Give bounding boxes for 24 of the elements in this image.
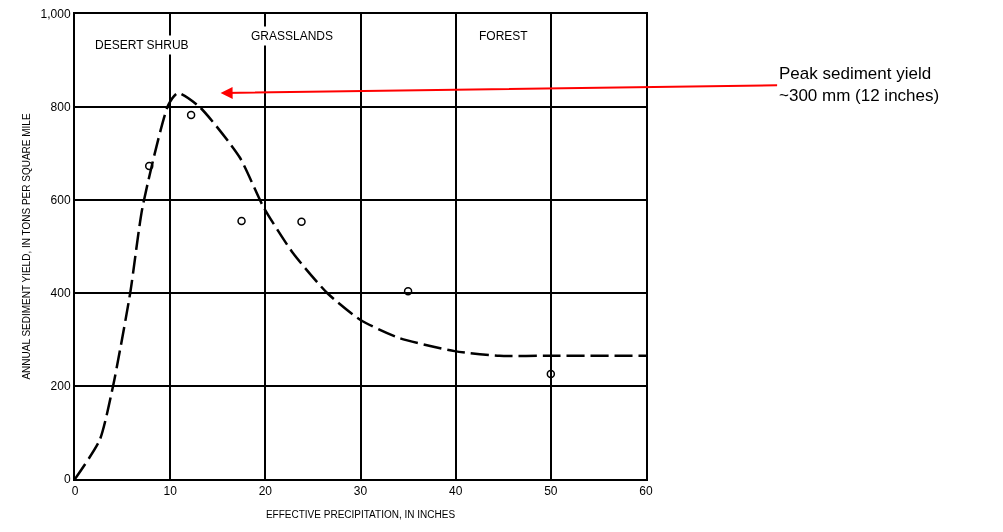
y-tick-label: 600 (50, 193, 71, 208)
y-axis-title: ANNUAL SEDIMENT YIELD, IN TONS PER SQUARE MILE (21, 113, 33, 380)
annotation: DESERT SHRUB (95, 38, 189, 52)
text: Peak sediment yield ~300 mm (12 inches) (779, 64, 940, 106)
x-tick-label: 40 (448, 484, 463, 499)
y-tick-label: 800 (50, 100, 71, 115)
x-tick-label: 20 (258, 484, 273, 499)
point (297, 217, 306, 227)
y-tick-label: 1,000 (40, 7, 71, 22)
y-tick-label: 200 (50, 379, 71, 394)
point (186, 110, 196, 120)
x-tick-label: 30 (353, 484, 368, 499)
x-tick-label: 10 (163, 484, 178, 499)
x-tick-label: 50 (544, 484, 558, 499)
point (144, 161, 154, 171)
y-tick-label: 400 (50, 286, 71, 301)
x-axis-title: EFFECTIVE PRECIPITATION, IN INCHES (265, 509, 456, 521)
point (403, 286, 413, 296)
point (546, 369, 556, 379)
annotation: GRASSLANDS (251, 29, 334, 43)
x-tick-label: 60 (639, 484, 653, 499)
annotation: FOREST (479, 29, 529, 43)
point (237, 216, 246, 226)
y-tick-label: 0 (63, 472, 71, 487)
